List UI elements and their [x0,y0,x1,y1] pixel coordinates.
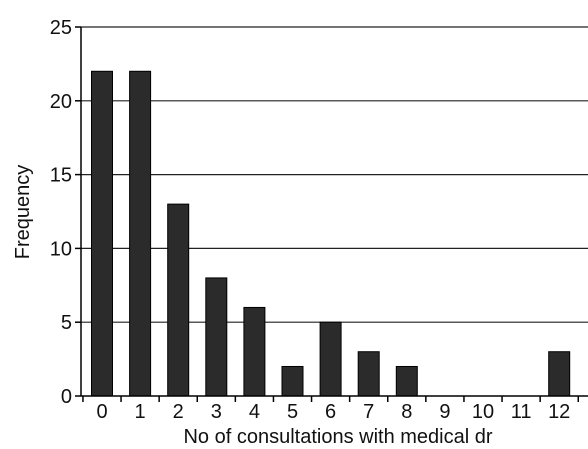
bar [548,351,571,397]
y-tick-label: 10 [50,238,72,260]
y-tick-label: 5 [61,312,72,334]
x-tick-label: 3 [211,401,222,423]
y-tick-label: 0 [61,386,72,408]
y-tick-label: 20 [50,91,72,113]
x-tick-label: 12 [548,401,570,423]
bar [243,306,266,397]
bar [91,70,113,397]
x-tick-label: 4 [249,401,260,423]
x-tick-labels: 0 1 2 3 4 5 6 7 8 9 10 11 12 [82,396,579,423]
y-axis-title: Frequency [12,165,34,260]
y-tick-label: 15 [50,165,72,187]
x-tick-label: 0 [96,401,107,423]
bar [357,351,380,397]
x-tick-label: 2 [173,401,184,423]
x-tick-label: 11 [511,401,532,423]
bar [129,70,152,397]
y-tick-labels: 0 5 10 15 20 25 [50,17,81,408]
x-tick-label: 8 [401,401,412,423]
bars [91,70,571,397]
bar [281,365,304,397]
x-tick-label: 6 [325,401,336,423]
axes [80,27,588,397]
x-tick-label: 7 [363,401,374,423]
gridlines [81,26,588,323]
bar [167,203,190,397]
x-tick-label: 5 [287,401,298,423]
x-tick-label: 1 [135,401,146,423]
y-tick-label: 25 [50,17,72,39]
bar [395,365,418,397]
x-tick-label: 10 [472,401,494,423]
x-tick-label: 9 [439,401,450,423]
bar [205,277,228,397]
bar [319,321,342,397]
x-axis-title: No of consultations with medical dr [183,426,492,448]
